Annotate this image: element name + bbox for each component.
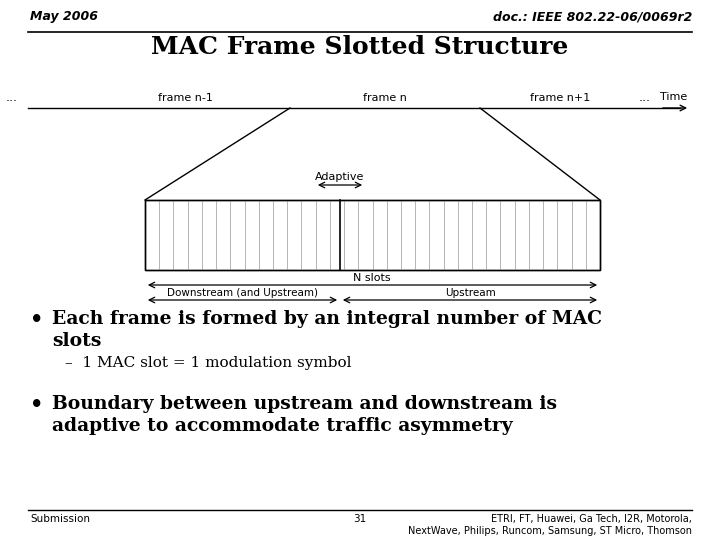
- Text: ETRI, FT, Huawei, Ga Tech, I2R, Motorola,
NextWave, Philips, Runcom, Samsung, ST: ETRI, FT, Huawei, Ga Tech, I2R, Motorola…: [408, 514, 692, 536]
- Text: slots: slots: [52, 332, 102, 350]
- Text: Each frame is formed by an integral number of MAC: Each frame is formed by an integral numb…: [52, 310, 602, 328]
- Text: Boundary between upstream and downstream is: Boundary between upstream and downstream…: [52, 395, 557, 413]
- Text: frame n+1: frame n+1: [530, 93, 590, 103]
- Text: •: •: [30, 310, 43, 330]
- Text: frame n: frame n: [363, 93, 407, 103]
- Text: MAC Frame Slotted Structure: MAC Frame Slotted Structure: [151, 35, 569, 59]
- Bar: [145, 200, 600, 270]
- Text: 31: 31: [354, 514, 366, 524]
- Text: •: •: [30, 395, 43, 415]
- Text: N slots: N slots: [354, 273, 391, 283]
- Text: doc.: IEEE 802.22-06/0069r2: doc.: IEEE 802.22-06/0069r2: [492, 10, 692, 23]
- Text: Submission: Submission: [30, 514, 90, 524]
- Text: Time: Time: [660, 92, 688, 102]
- Text: frame n-1: frame n-1: [158, 93, 212, 103]
- Text: Upstream: Upstream: [445, 288, 495, 298]
- Text: Adaptive: Adaptive: [315, 172, 365, 182]
- Text: adaptive to accommodate traffic asymmetry: adaptive to accommodate traffic asymmetr…: [52, 417, 513, 435]
- Text: ...: ...: [6, 91, 18, 104]
- Text: May 2006: May 2006: [30, 10, 98, 23]
- Text: ...: ...: [639, 91, 651, 104]
- Text: –  1 MAC slot = 1 modulation symbol: – 1 MAC slot = 1 modulation symbol: [65, 356, 351, 370]
- Bar: [145, 200, 600, 270]
- Text: Downstream (and Upstream): Downstream (and Upstream): [167, 288, 318, 298]
